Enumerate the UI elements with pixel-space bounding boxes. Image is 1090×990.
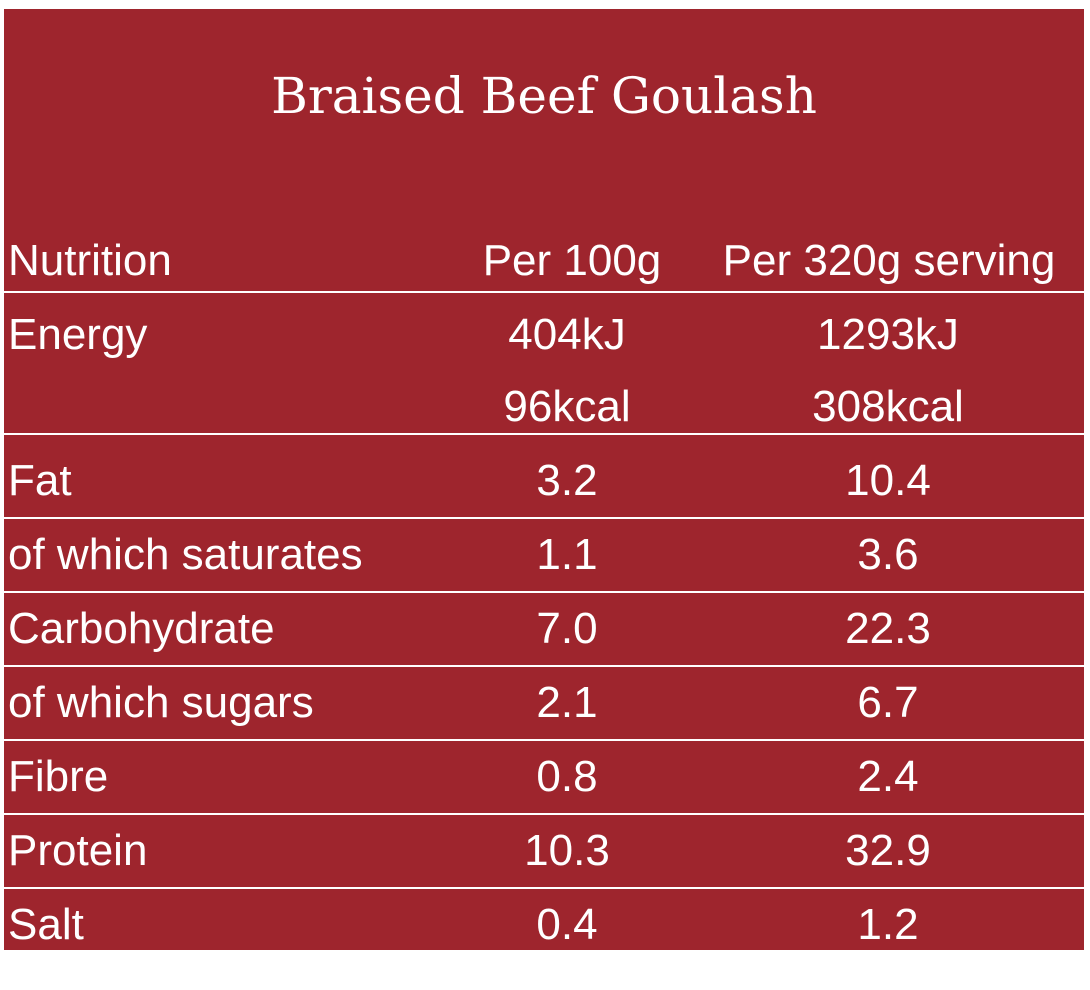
nutrient-per-100g: 1.1 bbox=[536, 530, 598, 579]
product-title: Braised Beef Goulash bbox=[271, 67, 817, 125]
header-divider bbox=[4, 291, 1084, 293]
table-row: Carbohydrate 7.0 22.3 bbox=[4, 593, 1084, 667]
table-row: Fat 3.2 10.4 bbox=[4, 445, 1084, 519]
header-per-100g: Per 100g bbox=[482, 236, 662, 285]
nutrient-rows: Fat 3.2 10.4 of which saturates 1.1 3.6 … bbox=[4, 445, 1084, 961]
nutrient-label: Protein bbox=[8, 826, 148, 875]
nutrient-per-serving: 2.4 bbox=[857, 752, 919, 801]
nutrient-per-serving: 6.7 bbox=[857, 678, 919, 727]
table-header: Nutrition Per 100g Per 320g serving bbox=[4, 233, 1084, 289]
header-nutrition: Nutrition bbox=[8, 236, 172, 285]
nutrient-per-100g: 7.0 bbox=[536, 604, 598, 653]
nutrient-per-100g: 0.4 bbox=[536, 900, 598, 949]
nutrient-label: of which sugars bbox=[8, 678, 314, 727]
nutrient-label: Salt bbox=[8, 900, 84, 949]
nutrient-label: Carbohydrate bbox=[8, 604, 275, 653]
table-row-energy: Energy 404kJ 1293kJ 96kcal 308kcal bbox=[4, 299, 1084, 443]
table-row: of which saturates 1.1 3.6 bbox=[4, 519, 1084, 593]
nutrient-per-serving: 22.3 bbox=[845, 604, 931, 653]
energy-divider bbox=[4, 433, 1084, 435]
energy-per-serving-kj: 1293kJ bbox=[817, 310, 959, 359]
nutrient-per-serving: 32.9 bbox=[845, 826, 931, 875]
nutrient-per-serving: 3.6 bbox=[857, 530, 919, 579]
nutrition-panel: Braised Beef Goulash Nutrition Per 100g … bbox=[4, 9, 1084, 950]
table-row: Salt 0.4 1.2 bbox=[4, 889, 1084, 961]
header-per-serving: Per 320g serving bbox=[722, 236, 1056, 285]
nutrient-label: Fat bbox=[8, 456, 72, 505]
table-row: Protein 10.3 32.9 bbox=[4, 815, 1084, 889]
nutrient-per-serving: 10.4 bbox=[845, 456, 931, 505]
energy-per-100g-kcal: 96kcal bbox=[503, 382, 631, 431]
energy-per-serving-kcal: 308kcal bbox=[812, 382, 964, 431]
nutrient-label: of which saturates bbox=[8, 530, 363, 579]
nutrient-per-100g: 0.8 bbox=[536, 752, 598, 801]
table-row: Fibre 0.8 2.4 bbox=[4, 741, 1084, 815]
nutrient-per-100g: 2.1 bbox=[536, 678, 598, 727]
table-row: of which sugars 2.1 6.7 bbox=[4, 667, 1084, 741]
nutrient-per-100g: 3.2 bbox=[536, 456, 598, 505]
energy-label: Energy bbox=[8, 310, 148, 359]
nutrient-per-100g: 10.3 bbox=[524, 826, 610, 875]
nutrient-per-serving: 1.2 bbox=[857, 900, 919, 949]
nutrient-label: Fibre bbox=[8, 752, 109, 801]
energy-per-100g-kj: 404kJ bbox=[508, 310, 626, 359]
